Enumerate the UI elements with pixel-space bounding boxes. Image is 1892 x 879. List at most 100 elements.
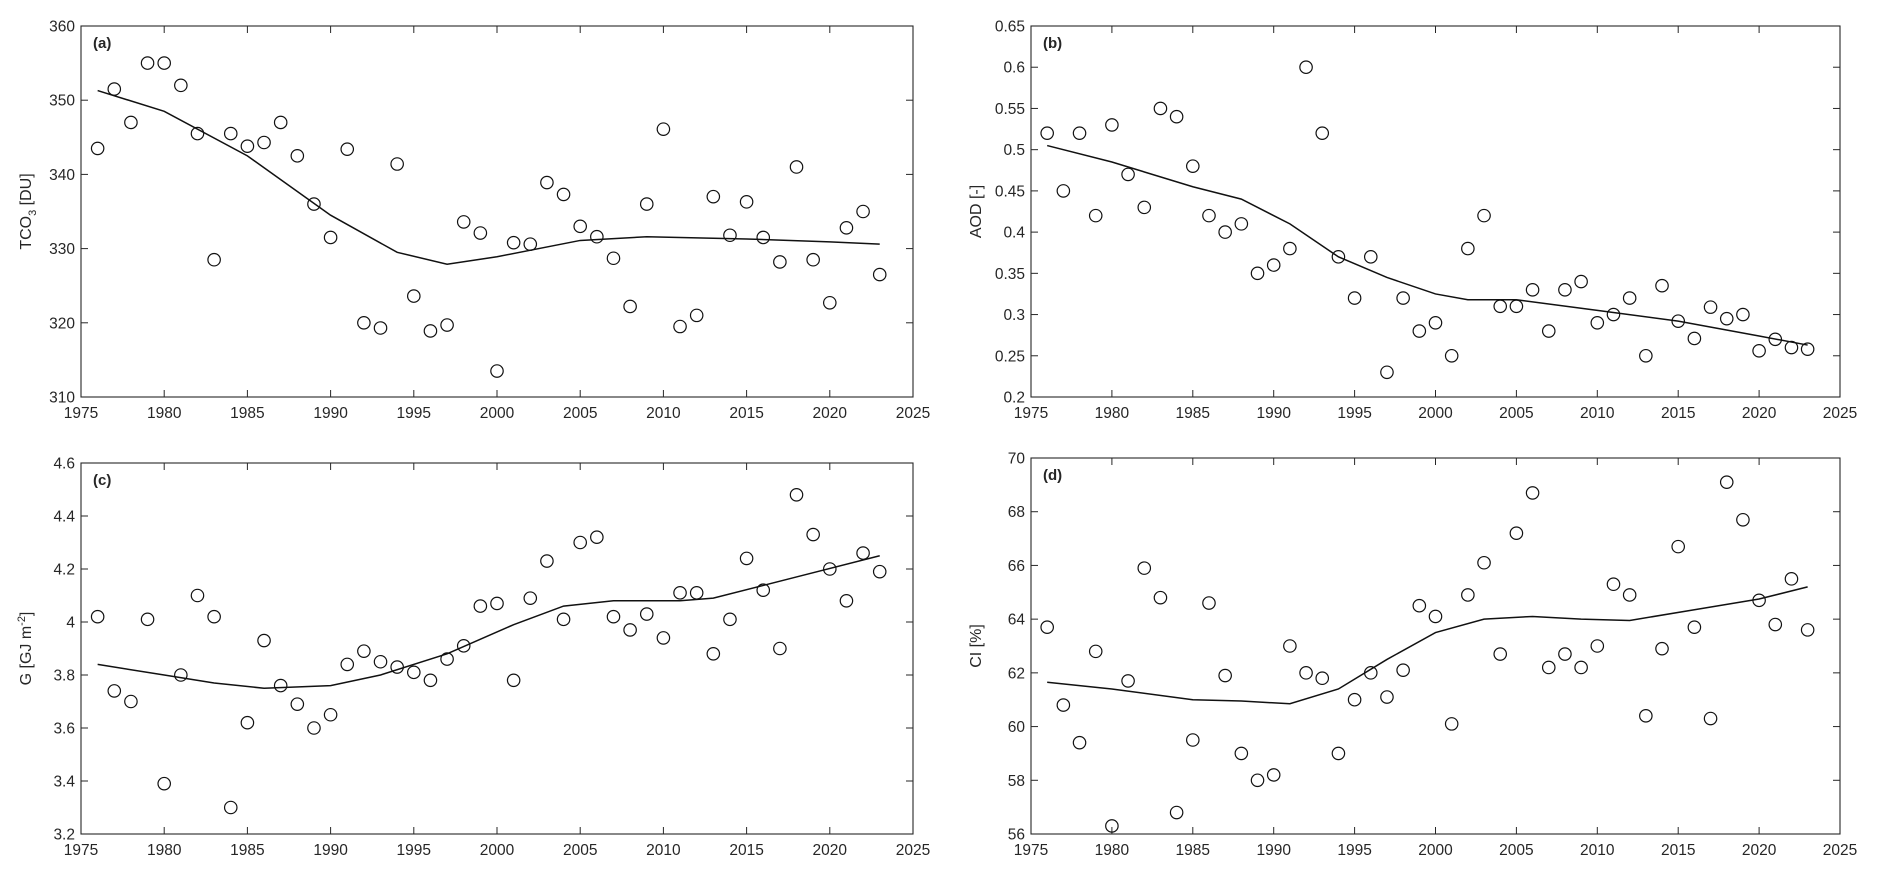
x-tick-label: 1980 xyxy=(1095,405,1130,422)
data-point xyxy=(590,229,604,244)
data-point xyxy=(1671,539,1685,554)
data-point xyxy=(1396,291,1410,305)
data-point xyxy=(1072,735,1087,750)
x-tick-label: 2005 xyxy=(1499,842,1533,859)
data-point xyxy=(506,673,521,688)
data-point xyxy=(806,527,820,542)
data-point xyxy=(1800,623,1815,637)
data-point xyxy=(1331,250,1346,264)
x-tick-label: 1985 xyxy=(1176,842,1210,859)
x-tick-label: 1995 xyxy=(397,405,431,422)
data-point xyxy=(1299,666,1313,680)
data-point xyxy=(390,660,404,674)
data-point xyxy=(1283,639,1297,653)
y-tick-label: 68 xyxy=(1008,504,1025,521)
data-point xyxy=(1768,617,1783,632)
data-point xyxy=(1072,126,1087,140)
panel-a: 1975 1980 1985 1990 1995 2000 2005 2010 2015 2020… xyxy=(18,19,930,423)
data-point xyxy=(1703,300,1718,314)
x-tick-label: 2005 xyxy=(563,405,597,422)
data-point xyxy=(1218,225,1232,239)
data-point xyxy=(1202,596,1216,610)
panel-d: 1975 1980 1985 1990 1995 2000 2005 2010 2015 2020… xyxy=(968,451,1857,860)
trend-line xyxy=(1046,144,1808,346)
x-tick-label: 1975 xyxy=(1014,405,1048,422)
data-point xyxy=(290,697,305,711)
data-point xyxy=(107,684,122,698)
y-tick-label: 0.25 xyxy=(995,348,1025,365)
data-point xyxy=(1186,733,1200,747)
data-point xyxy=(1477,208,1491,223)
x-tick-label: 2020 xyxy=(1742,842,1777,859)
y-tick-label: 4.4 xyxy=(53,509,75,526)
data-point xyxy=(157,56,171,70)
data-point xyxy=(1088,208,1103,223)
data-point xyxy=(490,596,504,611)
data-point xyxy=(1719,311,1734,326)
data-point xyxy=(257,135,271,150)
data-point xyxy=(606,609,621,624)
data-point xyxy=(290,149,305,163)
data-point xyxy=(590,530,604,544)
data-point xyxy=(1590,315,1605,330)
data-point xyxy=(1363,666,1378,680)
data-point xyxy=(223,126,238,141)
data-point xyxy=(1444,348,1459,363)
data-point xyxy=(1687,331,1702,346)
data-point xyxy=(773,255,787,269)
y-tick-label: 4 xyxy=(66,615,75,632)
y-tick-label: 0.35 xyxy=(995,266,1025,283)
data-point xyxy=(1266,768,1281,782)
data-point xyxy=(90,609,105,624)
y-tick-label: 0.55 xyxy=(995,101,1025,118)
data-point xyxy=(523,237,538,251)
axes-box xyxy=(1030,25,1841,398)
data-point xyxy=(1153,590,1168,605)
data-point xyxy=(406,665,421,680)
data-point xyxy=(1105,118,1119,132)
data-point xyxy=(789,487,804,502)
data-point xyxy=(656,631,671,645)
x-tick-label: 1980 xyxy=(147,842,182,859)
data-point xyxy=(223,800,238,815)
data-point xyxy=(1655,641,1669,656)
data-point xyxy=(1719,475,1734,489)
data-point xyxy=(1622,291,1637,305)
x-tick-label: 2000 xyxy=(1418,842,1453,859)
axes-box xyxy=(80,25,914,398)
data-point xyxy=(1800,342,1815,356)
data-point xyxy=(1655,278,1669,293)
data-point xyxy=(273,678,288,693)
y-tick-label: 0.6 xyxy=(1003,60,1025,77)
data-point xyxy=(307,721,321,735)
data-point xyxy=(1315,671,1330,686)
data-point xyxy=(1784,572,1799,586)
data-point xyxy=(1169,805,1184,820)
data-point xyxy=(174,78,188,93)
data-point xyxy=(1509,299,1524,314)
data-point xyxy=(1541,660,1556,675)
x-tick-label: 1990 xyxy=(313,842,348,859)
x-tick-label: 2000 xyxy=(1418,405,1453,422)
y-tick-label: 310 xyxy=(49,390,75,407)
data-point xyxy=(490,364,504,378)
data-point xyxy=(1428,315,1443,330)
x-tick-label: 2025 xyxy=(1823,842,1857,859)
x-tick-label: 2000 xyxy=(480,842,515,859)
y-tick-label: 4.6 xyxy=(53,456,75,473)
x-tick-label: 1990 xyxy=(1256,842,1291,859)
data-point xyxy=(273,115,288,130)
y-tick-label: 62 xyxy=(1008,665,1025,682)
data-point xyxy=(1186,159,1200,173)
y-tick-label: 64 xyxy=(1008,612,1026,629)
data-point xyxy=(257,633,271,648)
data-point xyxy=(1639,348,1653,363)
data-point xyxy=(124,694,138,709)
data-point xyxy=(456,639,471,653)
data-point xyxy=(1121,674,1135,688)
y-tick-label: 66 xyxy=(1008,558,1025,575)
data-point xyxy=(773,641,787,656)
x-tick-label: 2020 xyxy=(813,842,848,859)
data-point xyxy=(839,221,854,235)
data-point xyxy=(1461,588,1475,602)
